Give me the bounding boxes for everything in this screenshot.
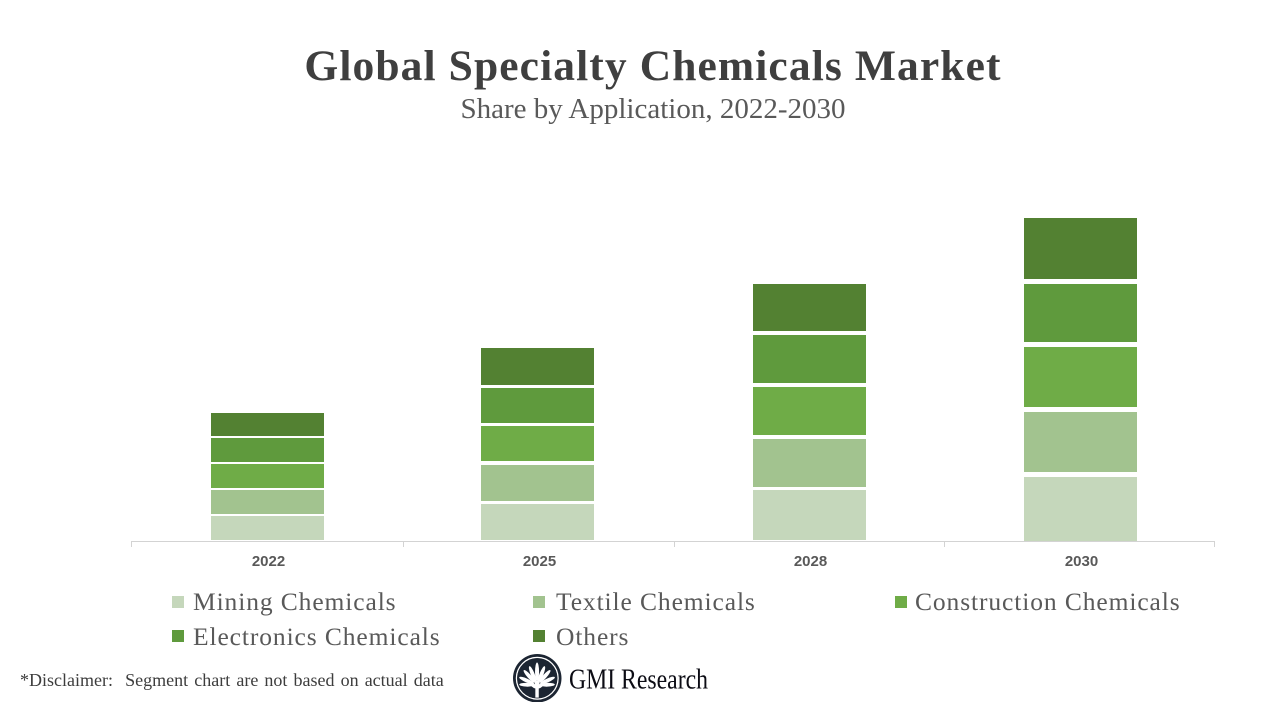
svg-text:GMI Research: GMI Research <box>569 664 708 696</box>
